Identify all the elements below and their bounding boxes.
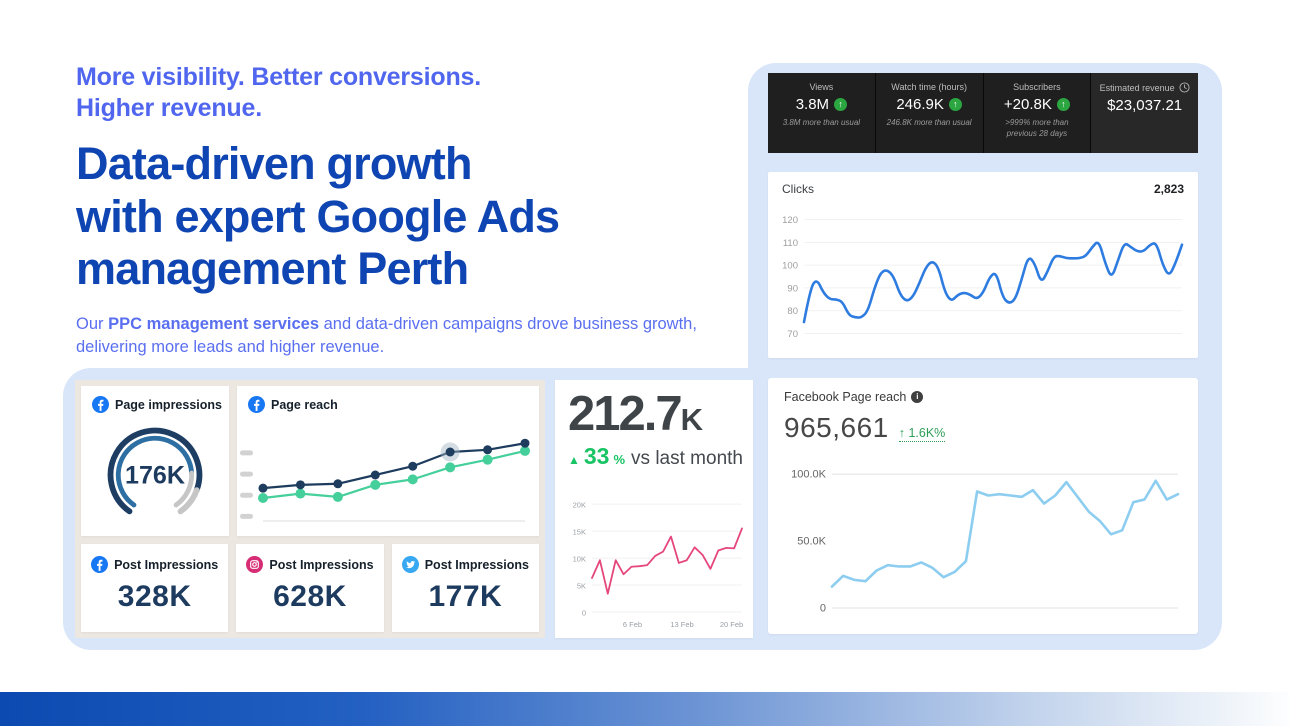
yt-subscribers-note: >999% more than previous 28 days <box>1005 118 1069 138</box>
page-impressions-card: Page impressions 176K <box>81 386 229 536</box>
post-impressions-label: Post Impressions <box>114 557 219 572</box>
yt-stat-views: Views 3.8M ↑ 3.8M more than usual <box>768 73 876 153</box>
post-impressions-instagram-card: Post Impressions 628K <box>236 544 384 632</box>
svg-text:20 Feb: 20 Feb <box>720 620 743 629</box>
bottom-gradient-bar <box>0 692 1290 726</box>
facebook-icon <box>91 556 109 573</box>
svg-text:0: 0 <box>582 608 586 617</box>
svg-text:13 Feb: 13 Feb <box>670 620 693 629</box>
hero-description: Our PPC management services and data-dri… <box>76 313 721 359</box>
description-rest: and data-driven campaigns drove business… <box>76 314 697 356</box>
facebook-page-reach-card: Facebook Page reach i 965,661 ↑ 1.6K% 10… <box>768 378 1198 634</box>
up-arrow-icon: ↑ <box>834 98 848 111</box>
clicks-line-chart: 120 110 100 90 80 70 <box>782 215 1184 340</box>
svg-text:20K: 20K <box>573 501 586 510</box>
yt-views-value: 3.8M <box>795 96 830 113</box>
twitter-icon <box>401 556 419 573</box>
page-reach-card: Page reach <box>237 386 539 536</box>
clicks-total-value: 2,823 <box>1153 182 1184 196</box>
monthly-total-unit: K <box>680 402 704 437</box>
post-impressions-label: Post Impressions <box>424 557 529 572</box>
monthly-total-value: 212.7K <box>568 387 704 441</box>
svg-text:0: 0 <box>820 603 826 615</box>
delta-label: vs last month <box>631 447 743 469</box>
svg-text:10K: 10K <box>573 554 586 563</box>
ppc-services-link[interactable]: PPC management services <box>108 314 320 333</box>
yt-stat-watch-time: Watch time (hours) 246.9K ↑ 246.8K more … <box>876 73 984 153</box>
yt-watchtime-value: 246.9K <box>896 96 944 113</box>
yt-subscribers-value: +20.8K <box>1003 96 1052 113</box>
yt-views-note: 3.8M more than usual <box>782 118 861 127</box>
facebook-stats-cluster: Page impressions 176K Page reach <box>75 380 545 638</box>
page-impressions-value: 176K <box>125 461 185 489</box>
up-triangle-icon: ▲ <box>568 452 580 467</box>
facebook-page-reach-line-chart: 100.0K 50.0K 0 <box>791 469 1180 615</box>
post-impressions-twitter-card: Post Impressions 177K <box>391 544 539 632</box>
svg-text:6 Feb: 6 Feb <box>623 620 642 629</box>
post-impressions-label: Post Impressions <box>269 557 374 572</box>
delta-value: 33 <box>583 442 610 469</box>
description-prefix: Our <box>76 314 109 333</box>
hero-kicker: More visibility. Better conversions. Hig… <box>76 62 736 124</box>
svg-text:100.0K: 100.0K <box>791 469 827 481</box>
facebook-page-reach-delta: ↑ 1.6K% <box>898 426 946 442</box>
yt-revenue-label: Estimated revenue <box>1099 82 1175 93</box>
svg-text:100: 100 <box>782 261 798 272</box>
yt-revenue-value: $23,037.21 <box>1107 97 1183 114</box>
facebook-page-reach-title: Facebook Page reach <box>784 390 907 404</box>
kicker-line-1: More visibility. Better conversions. <box>76 63 481 91</box>
yt-stat-revenue: Estimated revenue $23,037.21 <box>1091 73 1198 153</box>
monthly-trend-line-chart: 20K 15K 10K 5K 0 6 Feb 13 Feb 20 Feb <box>573 501 744 629</box>
svg-text:110: 110 <box>783 238 798 249</box>
clicks-title: Clicks <box>782 182 814 196</box>
up-arrow-icon: ↑ <box>1056 98 1070 111</box>
title-line-2: with expert Google Ads <box>76 190 560 242</box>
kicker-line-2: Higher revenue. <box>76 94 262 122</box>
post-impressions-facebook-card: Post Impressions 328K <box>81 544 229 632</box>
facebook-page-reach-title-row: Facebook Page reach i <box>784 390 1184 404</box>
monthly-delta: ▲ 33% vs last month <box>568 443 747 470</box>
clock-icon <box>1179 82 1190 93</box>
clicks-chart-card: Clicks 2,823 120 110 100 90 80 70 <box>768 172 1198 358</box>
hero-text-block: More visibility. Better conversions. Hig… <box>76 62 736 358</box>
svg-text:50.0K: 50.0K <box>797 536 826 548</box>
monthly-total-card: 212.7K ▲ 33% vs last month 20K 15K 10K 5K 0 6… <box>555 380 753 638</box>
post-impressions-facebook-value: 328K <box>117 580 192 613</box>
yt-watchtime-label: Watch time (hours) <box>891 82 967 92</box>
yt-views-label: Views <box>809 82 834 92</box>
post-impressions-twitter-value: 177K <box>428 580 503 613</box>
page-title: Data-driven growth with expert Google Ad… <box>76 138 736 296</box>
instagram-icon <box>246 556 264 573</box>
svg-text:120: 120 <box>782 215 798 226</box>
impressions-gauge: 176K <box>107 427 203 514</box>
page-reach-line-chart <box>240 438 530 522</box>
yt-stat-subscribers: Subscribers +20.8K ↑ >999% more than pre… <box>984 73 1092 153</box>
info-icon[interactable]: i <box>911 391 924 403</box>
post-impressions-instagram-value: 628K <box>273 580 347 613</box>
title-line-3: management Perth <box>76 243 469 295</box>
facebook-icon <box>248 396 265 413</box>
facebook-page-reach-value: 965,661 <box>784 412 889 443</box>
up-arrow-icon: ↑ <box>948 98 962 111</box>
svg-text:15K: 15K <box>573 528 586 537</box>
yt-subscribers-label: Subscribers <box>1013 82 1061 92</box>
svg-text:70: 70 <box>787 329 798 340</box>
youtube-analytics-bar: Views 3.8M ↑ 3.8M more than usual Watch … <box>768 73 1198 153</box>
yt-watchtime-note: 246.8K more than usual <box>886 118 972 127</box>
facebook-icon <box>92 396 109 413</box>
svg-text:80: 80 <box>787 306 798 317</box>
page-impressions-label: Page impressions <box>115 397 222 412</box>
up-arrow-icon: ↑ <box>898 426 905 440</box>
svg-text:90: 90 <box>787 283 798 294</box>
svg-text:5K: 5K <box>577 581 586 590</box>
page-reach-label: Page reach <box>271 397 338 412</box>
delta-unit: % <box>613 451 626 467</box>
title-line-1: Data-driven growth <box>76 138 472 189</box>
